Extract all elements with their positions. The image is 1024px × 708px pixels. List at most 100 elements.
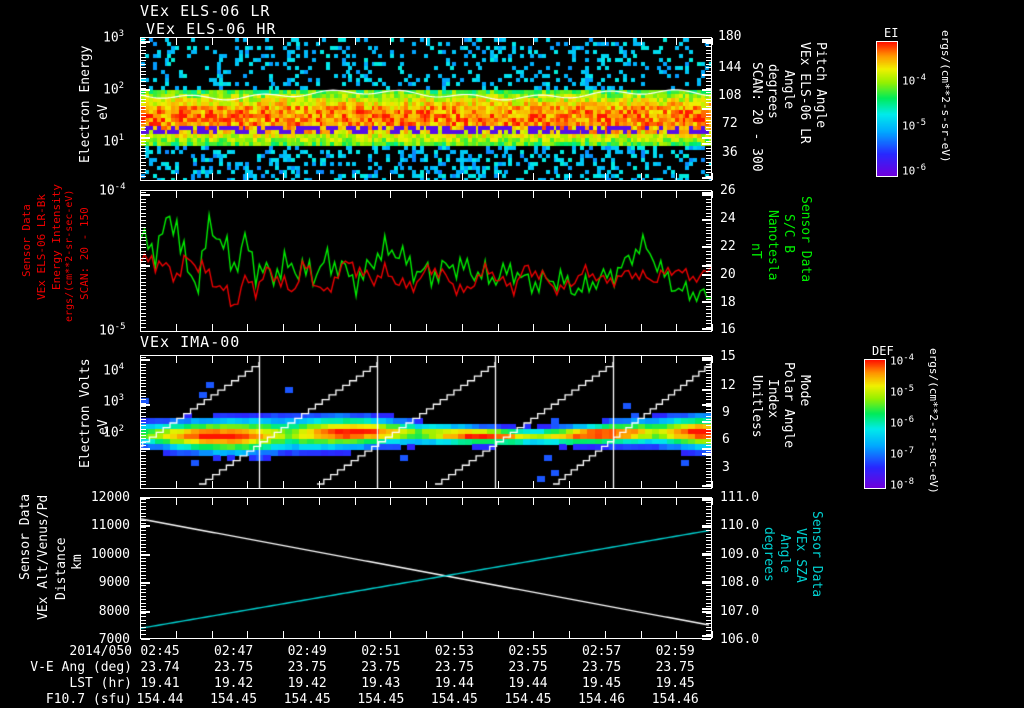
bottom-cell-r0-c7: 02:59	[655, 644, 695, 659]
xtick-bottom-2-15	[676, 481, 678, 488]
ytick-minor-l-0-0	[141, 39, 146, 40]
ytick-minor-l-0-35	[141, 161, 146, 163]
ytick-minor-l-1-13	[141, 236, 146, 238]
ytick-minor-l-1-19	[141, 257, 146, 259]
ytick-major-lr-2-2	[702, 448, 711, 451]
xtick-bottom-2-5	[318, 481, 320, 488]
xtick-top-3-2	[211, 498, 213, 505]
ytick-minor-l-1-26	[141, 281, 146, 283]
ytick-minor-l-2-6	[141, 376, 146, 378]
xtick-top-3-11	[533, 498, 535, 505]
ytick-minor-r-0-23	[706, 119, 711, 121]
xtick-top-3-16	[712, 498, 713, 505]
xtick-top-1-6	[354, 191, 356, 198]
ytick-minor-l-3-1	[141, 502, 146, 504]
colorbar-def[interactable]	[864, 359, 886, 489]
xtick-bottom-0-15	[676, 173, 678, 180]
panel-sza-y2tick-109: 109.0	[720, 547, 760, 562]
ytick-minor-l-2-34	[141, 467, 146, 469]
bottom-cell-r0-c4: 02:53	[434, 644, 474, 659]
ytick-minor-r-2-26	[706, 441, 711, 443]
panel-ima-right-label-4: Unitless	[749, 375, 764, 438]
xtick-bottom-0-3	[247, 173, 249, 180]
ytick-minor-l-1-5	[141, 209, 146, 211]
bottom-cell-r3-c3: 154.45	[357, 692, 405, 707]
ytick-minor-l-0-27	[141, 133, 146, 135]
ytick-minor-l-3-22	[141, 574, 146, 576]
ytick-major-l-3-0	[141, 497, 150, 499]
panel-b-right-label-1: Sensor Data	[798, 196, 813, 283]
ytick-minor-l-3-25	[141, 585, 146, 587]
ytick-minor-r-1-19	[706, 257, 711, 259]
panel-ima-plot-frame[interactable]	[140, 355, 712, 489]
ytick-minor-l-0-31	[141, 147, 146, 149]
ytick-minor-l-1-28	[141, 288, 146, 290]
ytick-minor-r-1-7	[706, 216, 711, 218]
ytick-minor-l-1-8	[141, 219, 146, 221]
ytick-minor-l-1-1	[141, 195, 146, 197]
ytick-minor-r-2-14	[706, 402, 711, 404]
ytick-minor-l-2-39	[141, 483, 146, 485]
xtick-bottom-2-16	[712, 481, 713, 488]
xtick-top-0-1	[175, 38, 177, 45]
panel-distance-plot-frame[interactable]	[140, 497, 712, 639]
ytick-minor-r-2-12	[706, 396, 711, 397]
ytick-minor-l-1-10	[141, 226, 146, 228]
ytick-minor-l-0-28	[141, 137, 146, 138]
colorbar-ei[interactable]	[876, 41, 898, 177]
ytick-minor-r-3-18	[706, 561, 711, 563]
ytick-minor-r-2-5	[706, 373, 711, 375]
ytick-minor-l-1-32	[141, 302, 146, 304]
ytick-minor-r-3-20	[706, 568, 711, 569]
ytick-minor-r-3-7	[706, 523, 711, 525]
ytick-minor-r-3-26	[706, 588, 711, 590]
ytick-major-r-0-4	[702, 177, 711, 179]
xtick-bottom-0-4	[283, 173, 284, 180]
panel-intensity-plot-frame[interactable]	[140, 190, 712, 332]
xtick-top-1-2	[211, 191, 213, 198]
xtick-top-2-15	[676, 356, 678, 363]
xtick-top-3-6	[354, 498, 356, 505]
ytick-minor-l-0-25	[141, 126, 146, 128]
xtick-bottom-1-7	[390, 324, 392, 331]
xtick-bottom-3-2	[211, 631, 213, 638]
ytick-minor-l-3-17	[141, 557, 146, 559]
panel-els-plot-frame[interactable]	[140, 37, 712, 181]
colorbar-def-tick-1: 10-4	[890, 353, 915, 368]
panel-els-ytick-10: 101	[103, 133, 125, 150]
ytick-minor-l-0-10	[141, 74, 146, 75]
ytick-minor-l-3-35	[141, 619, 146, 621]
xtick-bottom-1-15	[676, 324, 678, 331]
ytick-minor-l-3-10	[141, 533, 146, 535]
xtick-top-0-9	[461, 38, 463, 45]
ytick-minor-r-3-3	[706, 509, 711, 511]
ytick-minor-r-1-11	[706, 229, 711, 231]
xtick-bottom-0-2	[211, 173, 213, 180]
panel-dist-left-label-2: VEx Alt/Venus/Pd	[36, 494, 51, 620]
panel-ima-left-label-1: Electron Volts	[78, 358, 93, 468]
ytick-minor-r-0-33	[706, 154, 711, 156]
ytick-minor-l-1-22	[141, 267, 146, 269]
ytick-minor-l-2-18	[141, 415, 146, 417]
ytick-major-lr-3-5	[702, 638, 711, 640]
xtick-bottom-1-1	[175, 324, 177, 331]
xtick-top-2-13	[604, 356, 606, 363]
ytick-minor-r-2-16	[706, 409, 711, 410]
xtick-top-2-10	[497, 356, 499, 363]
ytick-minor-r-3-33	[706, 612, 711, 614]
ytick-minor-r-3-21	[706, 571, 711, 573]
panel-b-right-label-4: nT	[748, 243, 763, 259]
xtick-bottom-3-15	[676, 631, 678, 638]
xtick-top-2-16	[712, 356, 713, 363]
xtick-top-0-12	[569, 38, 570, 45]
ytick-major-l-1-0	[141, 194, 150, 196]
bottom-cell-r0-c1: 02:47	[214, 644, 254, 659]
panel-dist-ytick-9000: 9000	[98, 575, 130, 590]
ytick-minor-r-2-7	[706, 379, 711, 381]
ytick-major-lr-1-1	[702, 265, 711, 267]
xtick-bottom-2-9	[461, 481, 463, 488]
ytick-minor-l-3-38	[141, 630, 146, 632]
ytick-minor-r-3-38	[706, 630, 711, 632]
xtick-top-0-8	[426, 38, 427, 45]
panel-els-left-axis-label-2: eV	[96, 104, 111, 120]
